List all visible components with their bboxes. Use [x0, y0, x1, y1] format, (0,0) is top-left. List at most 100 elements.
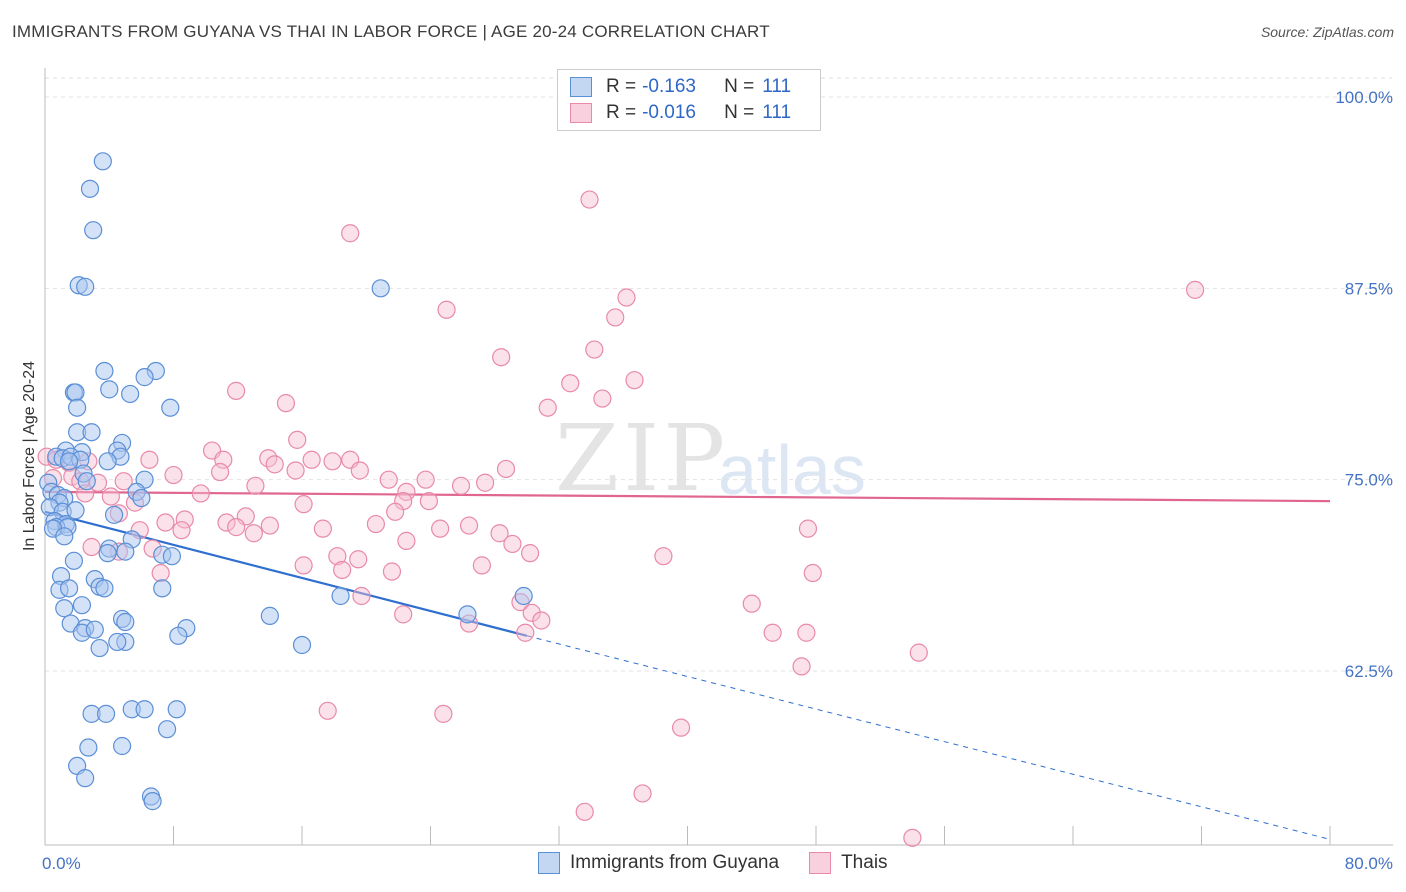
guyana-point [135, 368, 154, 387]
thais-point [323, 452, 342, 471]
thais-point [217, 513, 236, 532]
thais-point [792, 657, 811, 676]
series-swatch-guyana [538, 852, 560, 874]
thais-point [437, 300, 456, 319]
guyana-point [84, 221, 103, 240]
guyana-point [93, 152, 112, 171]
guyana-point [64, 551, 84, 570]
guyana-point [98, 544, 117, 563]
thais-point [625, 371, 644, 390]
thais-point [265, 455, 284, 474]
thais-point [246, 476, 265, 495]
thais-point [227, 518, 246, 537]
thais-point [490, 524, 509, 543]
thais-point [516, 623, 535, 642]
thais-point [561, 374, 580, 393]
thais-point [386, 502, 405, 521]
thais-point [366, 514, 385, 534]
guyana-point [169, 626, 188, 645]
thais-point [472, 556, 491, 575]
thais-point [313, 519, 332, 538]
thais-point [496, 459, 516, 479]
guyana-trend-line [44, 510, 528, 637]
guyana-point [100, 380, 119, 399]
thais-point [671, 718, 691, 737]
thais-point [394, 605, 413, 624]
guyana-point [112, 736, 132, 756]
legend-n-value: 111 [762, 76, 792, 97]
guyana-point [260, 606, 279, 625]
thais-point [654, 547, 673, 566]
legend-n-label: N = [724, 76, 755, 97]
guyana-points [39, 152, 533, 811]
thais-point [575, 802, 594, 821]
thais-point [164, 465, 183, 485]
thais-trend-line [44, 490, 1331, 503]
guyana-point [135, 700, 154, 719]
thais-point [431, 519, 450, 538]
guyana-point [59, 579, 79, 598]
legend-swatch-thais [570, 103, 592, 123]
series-legend-guyana[interactable]: Immigrants from Guyana [538, 852, 779, 874]
thais-point [294, 556, 313, 575]
guyana-point [79, 738, 98, 757]
guyana-point [331, 586, 350, 606]
thais-point [763, 623, 782, 642]
thais-point [585, 340, 604, 359]
x-tick-label: 80.0% [1345, 854, 1393, 873]
thais-point [397, 531, 416, 550]
legend-r-value: -0.163 [642, 76, 696, 97]
series-legend-thais[interactable]: Thais [809, 852, 888, 874]
thais-point [606, 308, 625, 327]
legend-row-thais: R = -0.016 N = 111 [570, 100, 791, 126]
thais-point [532, 611, 551, 630]
watermark: ZIP [555, 405, 730, 512]
thais-point [288, 430, 307, 449]
guyana-point [292, 635, 312, 655]
thais-point [341, 224, 360, 243]
thais-point [798, 519, 818, 538]
guyana-point [153, 579, 172, 598]
thais-point [434, 704, 453, 723]
y-tick-label: 75.0% [1345, 471, 1393, 490]
thais-point [349, 550, 368, 569]
thais-point [492, 348, 511, 367]
guyana-point [66, 383, 85, 402]
legend-r-label: R = [606, 102, 637, 123]
legend-row-guyana: R = -0.163 N = 111 [570, 74, 791, 100]
thais-point [476, 473, 495, 492]
guyana-point [371, 279, 390, 298]
grid-lines [45, 77, 1392, 672]
guyana-point [157, 720, 177, 739]
thais-point [333, 560, 352, 580]
thais-point [140, 450, 159, 469]
guyana-point [96, 704, 116, 723]
tick-labels: 62.5% 75.0% 87.5% 100.0% 0.0% 80.0% [42, 88, 1393, 873]
y-axis-label: In Labor Force | Age 20-24 [21, 361, 38, 551]
thais-points [37, 83, 1205, 847]
trend-lines [44, 490, 1331, 840]
thais-point [352, 586, 371, 606]
y-tick-label: 62.5% [1345, 662, 1393, 681]
thais-point [156, 513, 175, 532]
guyana-point [121, 384, 140, 404]
guyana-trend-extension [526, 635, 1331, 840]
thais-point [82, 537, 101, 557]
guyana-point [143, 792, 162, 811]
thais-point [318, 701, 337, 720]
guyana-point [162, 547, 181, 566]
thais-point [520, 544, 540, 563]
guyana-point [95, 579, 114, 598]
thais-point [797, 623, 816, 642]
guyana-point [72, 596, 92, 615]
guyana-point [98, 452, 117, 471]
guyana-point [458, 605, 477, 624]
guyana-point [161, 398, 180, 417]
thais-point [593, 389, 612, 408]
guyana-point [68, 398, 87, 417]
guyana-point [167, 700, 186, 719]
thais-point [260, 516, 279, 535]
guyana-point [77, 472, 96, 491]
x-tick-label: 0.0% [42, 854, 81, 873]
